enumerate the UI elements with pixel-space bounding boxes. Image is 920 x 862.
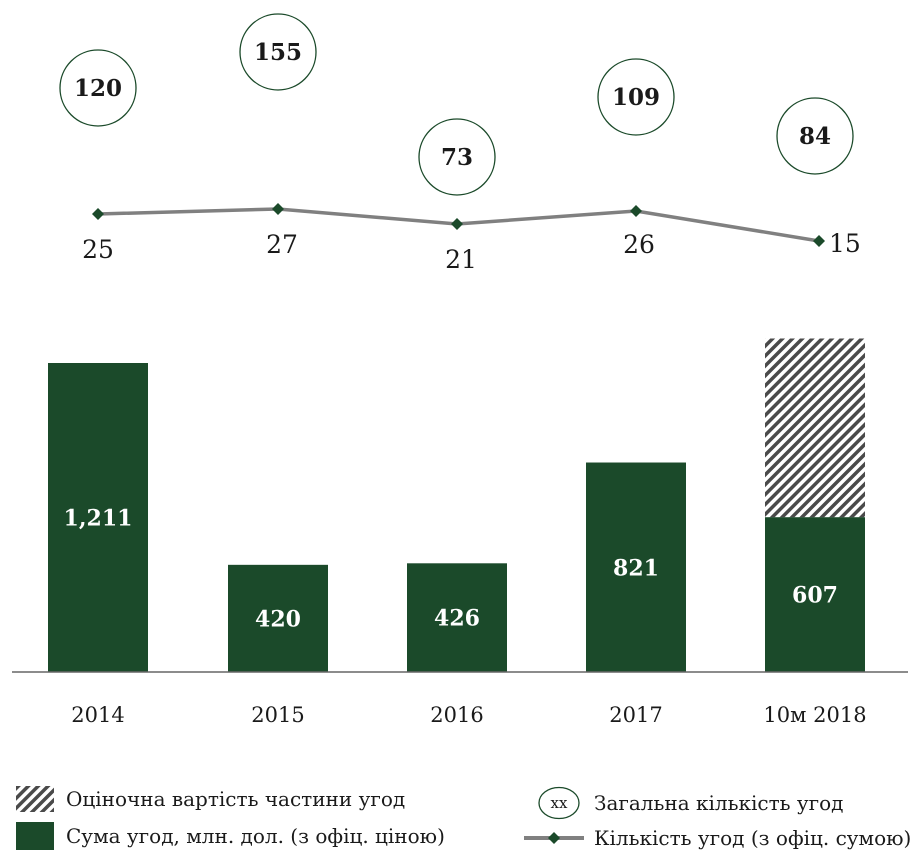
bar-2 — [407, 563, 507, 672]
legend-line-label: Кількість угод (з офіц. сумою) — [594, 826, 912, 850]
line-point — [630, 205, 642, 217]
bubble-value-label: 84 — [799, 123, 831, 150]
line-point — [813, 235, 825, 247]
total-deals-bubble: 84 — [776, 97, 854, 175]
line-swatch — [524, 832, 584, 844]
bubble-value-label: 155 — [254, 39, 302, 66]
total-deals-bubble: 109 — [597, 58, 675, 136]
bubble-value-label: 120 — [74, 75, 122, 102]
hatch-swatch — [16, 786, 54, 812]
line-value-label: 27 — [266, 230, 298, 259]
bar-value-label: 821 — [613, 555, 659, 581]
x-tick-label: 2016 — [430, 703, 483, 727]
legend-hatch-label: Оціночна вартість частини угод — [66, 787, 406, 811]
x-tick-label: 2014 — [71, 703, 124, 727]
line-value-label: 21 — [445, 245, 477, 274]
total-deals-bubble: 120 — [59, 49, 137, 127]
legend-item-line: Кількість угод (з офіц. сумою) — [522, 826, 911, 850]
hatched-bar-4 — [765, 338, 865, 518]
bar-4 — [765, 517, 865, 672]
legend-item-circle: xx Загальна кількість угод — [536, 786, 844, 820]
legend-circle-label: Загальна кількість угод — [594, 791, 844, 815]
bar-value-label: 426 — [434, 606, 480, 632]
legend-item-hatch: Оціночна вартість частини угод — [16, 786, 405, 812]
bar-1 — [228, 564, 328, 672]
line-point — [92, 208, 104, 220]
bar-value-label: 1,211 — [64, 506, 133, 532]
line-value-label: 15 — [829, 229, 861, 258]
line-point — [451, 218, 463, 230]
total-deals-bubble: 155 — [239, 13, 317, 91]
line-point — [272, 203, 284, 215]
x-tick-label: 2017 — [609, 703, 662, 727]
legend-bar-label: Сума угод, млн. дол. (з офіц. ціною) — [66, 824, 445, 848]
bar-swatch — [16, 822, 54, 850]
line-value-label: 25 — [82, 235, 114, 264]
circle-swatch: xx — [538, 786, 580, 820]
bar-value-label: 607 — [792, 583, 838, 609]
bar-0 — [48, 363, 148, 672]
line-value-label: 26 — [623, 230, 655, 259]
bar-value-label: 420 — [255, 606, 301, 632]
legend-item-bar: Сума угод, млн. дол. (з офіц. ціною) — [16, 822, 445, 850]
x-tick-label: 10м 2018 — [763, 703, 866, 727]
legend-circle-symbol: xx — [551, 794, 568, 812]
bubble-value-label: 73 — [441, 144, 473, 171]
total-deals-bubble: 73 — [418, 118, 496, 196]
bubble-value-label: 109 — [612, 84, 660, 111]
bar-3 — [586, 462, 686, 672]
x-tick-label: 2015 — [251, 703, 304, 727]
